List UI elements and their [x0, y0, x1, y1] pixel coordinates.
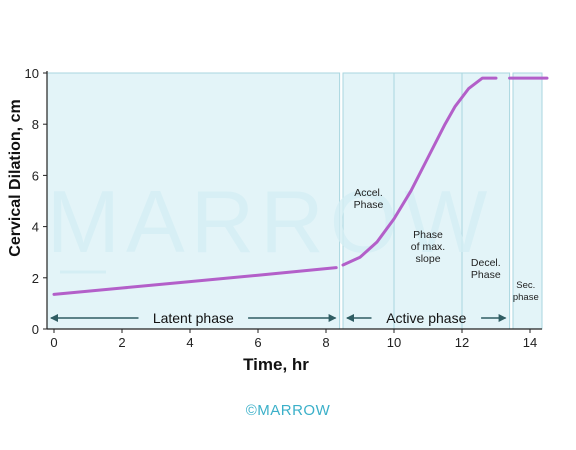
x-tick-label: 6: [254, 335, 261, 350]
y-tick-label: 4: [32, 220, 39, 235]
x-tick-label: 12: [455, 335, 469, 350]
x-tick-label: 2: [118, 335, 125, 350]
subphase-label: Phase of max. slope: [411, 229, 445, 265]
y-tick-label: 0: [32, 322, 39, 337]
y-tick-label: 6: [32, 168, 39, 183]
phase-label: Latent phase: [153, 310, 234, 326]
subphase-label: Sec. phase: [513, 280, 539, 303]
x-tick-label: 10: [387, 335, 401, 350]
x-axis-title: Time, hr: [243, 355, 309, 374]
subphase-label: Decel. Phase: [471, 257, 501, 281]
y-tick-label: 10: [25, 66, 39, 81]
y-tick-label: 2: [32, 271, 39, 286]
x-tick-label: 0: [50, 335, 57, 350]
y-axis-title: Cervical Dilation, cm: [7, 99, 24, 256]
x-tick-label: 4: [186, 335, 193, 350]
x-tick-label: 14: [523, 335, 537, 350]
phase-label: Active phase: [386, 310, 466, 326]
x-tick-label: 8: [322, 335, 329, 350]
footer-logo: ©MARROW: [0, 402, 576, 419]
subphase-label: Accel. Phase: [354, 187, 384, 211]
y-tick-label: 8: [32, 117, 39, 132]
